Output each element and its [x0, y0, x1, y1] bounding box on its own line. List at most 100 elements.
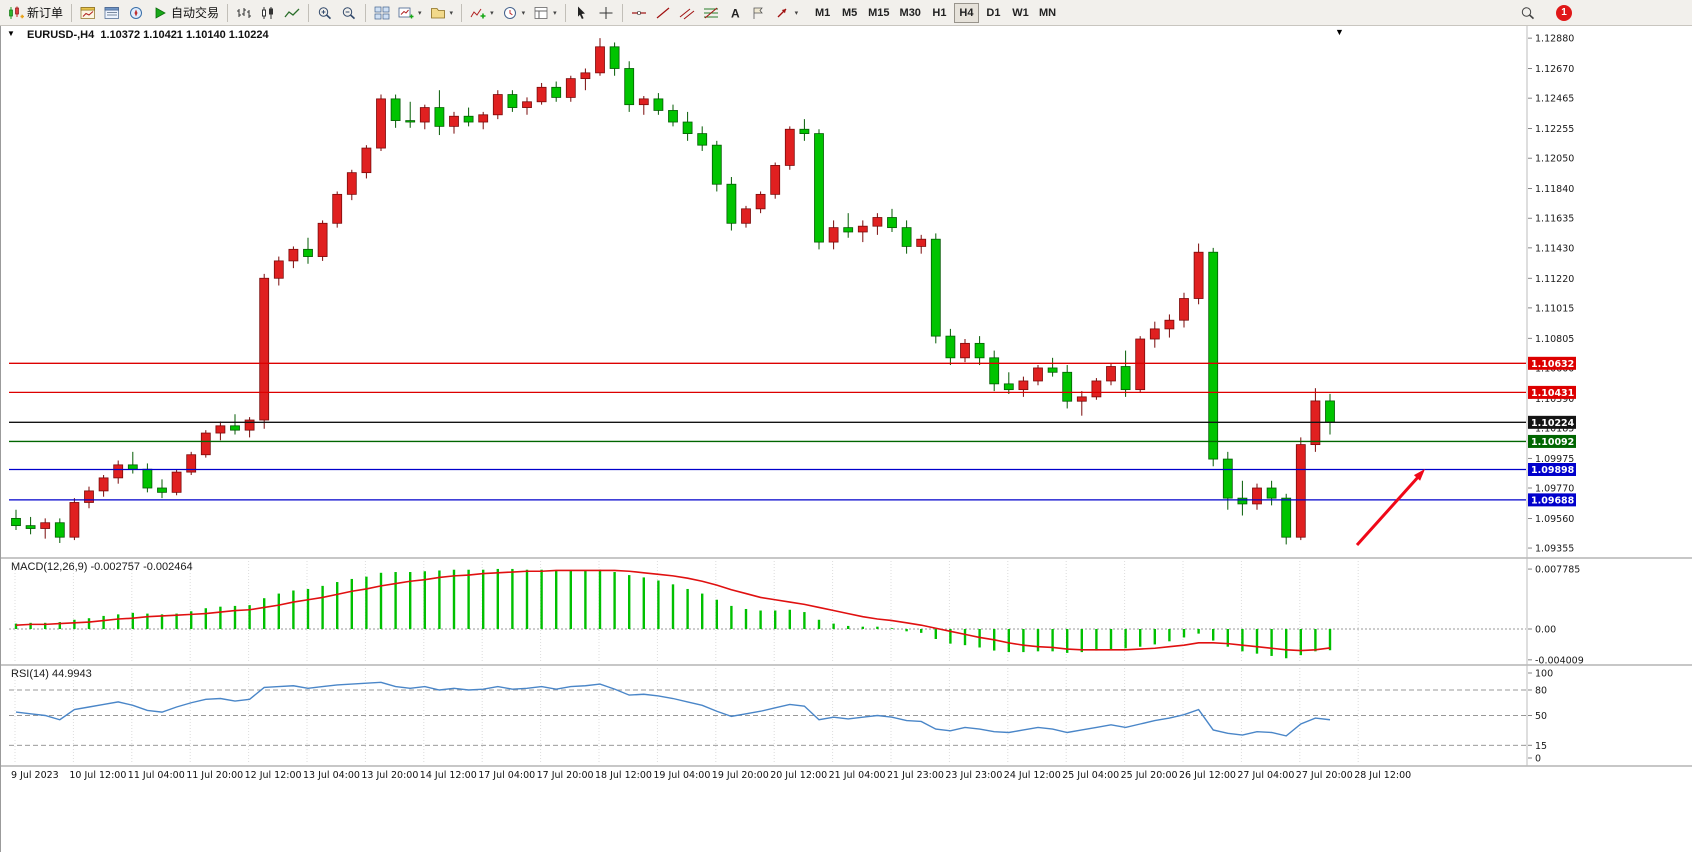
- svg-text:0.007785: 0.007785: [1535, 565, 1580, 576]
- main-toolbar: 新订单: [0, 0, 1692, 26]
- data-window-button[interactable]: [100, 2, 124, 24]
- svg-text:1.12670: 1.12670: [1535, 64, 1574, 75]
- profiles-button[interactable]: ▾: [426, 2, 458, 24]
- svg-text:0.00: 0.00: [1535, 625, 1556, 636]
- svg-text:11 Jul 20:00: 11 Jul 20:00: [186, 770, 243, 781]
- svg-text:13 Jul 04:00: 13 Jul 04:00: [303, 770, 360, 781]
- timeframe-toolbar: M1 M5 M15 M30 H1 H4 D1 W1 MN: [810, 2, 1060, 23]
- chart-scroll-marker[interactable]: ▼: [1335, 27, 1344, 37]
- svg-text:100: 100: [1535, 669, 1553, 680]
- tile-windows-button[interactable]: [370, 2, 394, 24]
- svg-text:17 Jul 20:00: 17 Jul 20:00: [537, 770, 594, 781]
- svg-text:15: 15: [1535, 741, 1547, 752]
- cursor-button[interactable]: [570, 2, 594, 24]
- horizontal-line-objects[interactable]: 1.10632 1.10431 1.10224 1.10092 1.09898 1.096…: [9, 356, 1576, 507]
- toolbar-separator: [227, 3, 229, 22]
- text-tool-button[interactable]: A: [723, 2, 747, 24]
- crosshair-icon: [599, 6, 613, 19]
- new-chart-icon: [398, 7, 414, 18]
- timeframe-h1-button[interactable]: H1: [927, 3, 952, 23]
- new-order-button[interactable]: 新订单: [4, 2, 67, 24]
- svg-text:1.11840: 1.11840: [1535, 184, 1574, 195]
- fibonacci-tool-button[interactable]: [699, 2, 723, 24]
- market-watch-button[interactable]: [76, 2, 100, 24]
- tile-windows-icon: [374, 6, 390, 19]
- arrows-tool-button[interactable]: ▾: [771, 2, 803, 24]
- timeframe-m5-button[interactable]: M5: [837, 3, 862, 23]
- crosshair-button[interactable]: [594, 2, 618, 24]
- cursor-icon: [577, 6, 585, 19]
- chart-window[interactable]: 1.12880 1.12670 1.12465 1.12255 1.12050 1.118…: [0, 26, 1692, 852]
- text-label-tool-button[interactable]: [747, 2, 771, 24]
- autotrading-button[interactable]: 自动交易: [148, 2, 223, 24]
- candlestick-type-button[interactable]: [256, 2, 280, 24]
- svg-text:1.11430: 1.11430: [1535, 243, 1574, 254]
- svg-text:21 Jul 23:00: 21 Jul 23:00: [887, 770, 944, 781]
- svg-text:1.11635: 1.11635: [1535, 214, 1574, 225]
- time-axis[interactable]: 9 Jul 2023 10 Jul 12:00 11 Jul 04:00 11 Jul…: [11, 770, 1411, 781]
- new-order-icon: [9, 6, 24, 19]
- svg-text:1.10185: 1.10185: [1535, 423, 1574, 434]
- toolbar-separator: [564, 3, 566, 22]
- svg-text:1.10431: 1.10431: [1531, 388, 1574, 399]
- timeframe-m15-button[interactable]: M15: [864, 3, 893, 23]
- zoom-out-icon: [342, 6, 356, 19]
- timeframe-d1-button[interactable]: D1: [981, 3, 1006, 23]
- toolbar-separator: [621, 3, 623, 22]
- trendline-tool-button[interactable]: [651, 2, 675, 24]
- svg-text:1.09688: 1.09688: [1531, 495, 1575, 506]
- templates-icon: [534, 6, 548, 19]
- search-icon: [1521, 6, 1535, 19]
- svg-text:1.10805: 1.10805: [1535, 334, 1574, 345]
- bar-chart-type-icon: [237, 7, 252, 18]
- indicators-button[interactable]: ▾: [466, 2, 498, 24]
- templates-button[interactable]: ▾: [529, 2, 561, 24]
- market-watch-icon: [80, 6, 95, 19]
- periods-button[interactable]: ▾: [498, 2, 530, 24]
- one-click-trading-toggle[interactable]: ▼: [7, 29, 15, 38]
- timeframe-mn-button[interactable]: MN: [1035, 3, 1060, 23]
- svg-text:1.10224: 1.10224: [1531, 418, 1575, 429]
- chevron-down-icon: ▾: [418, 9, 422, 17]
- channel-tool-button[interactable]: [675, 2, 699, 24]
- bar-chart-type-button[interactable]: [232, 2, 256, 24]
- svg-text:13 Jul 20:00: 13 Jul 20:00: [361, 770, 418, 781]
- trend-arrow-annotation[interactable]: [1355, 469, 1425, 547]
- zoom-in-button[interactable]: [313, 2, 337, 24]
- timeframe-w1-button[interactable]: W1: [1008, 3, 1033, 23]
- line-chart-type-button[interactable]: [280, 2, 304, 24]
- equidistant-channel-icon: [679, 8, 694, 19]
- horizontal-line-icon: [631, 10, 646, 15]
- svg-text:1.09898: 1.09898: [1531, 465, 1575, 476]
- svg-text:1.09355: 1.09355: [1535, 544, 1574, 555]
- svg-text:10 Jul 12:00: 10 Jul 12:00: [69, 770, 126, 781]
- navigator-button[interactable]: [124, 2, 148, 24]
- timeframe-h4-button[interactable]: H4: [953, 2, 979, 23]
- toolbar-separator: [308, 3, 310, 22]
- zoom-in-icon: [318, 6, 332, 19]
- toolbar-separator: [71, 3, 73, 22]
- autotrading-icon: [155, 6, 166, 19]
- chevron-down-icon: ▾: [449, 9, 454, 17]
- svg-text:1.11220: 1.11220: [1535, 274, 1574, 285]
- zoom-out-button[interactable]: [337, 2, 361, 24]
- timeframe-m1-button[interactable]: M1: [810, 3, 835, 23]
- timeframe-m30-button[interactable]: M30: [896, 3, 925, 23]
- candlestick-type-icon: [262, 6, 274, 19]
- new-chart-button[interactable]: ▾: [394, 2, 426, 24]
- price-axis[interactable]: 1.12880 1.12670 1.12465 1.12255 1.12050 1.118…: [1528, 34, 1574, 555]
- svg-text:1.09560: 1.09560: [1535, 514, 1574, 525]
- svg-text:1.10390: 1.10390: [1535, 394, 1574, 405]
- svg-text:1.10092: 1.10092: [1531, 437, 1574, 448]
- search-button[interactable]: [1516, 2, 1540, 24]
- svg-text:23 Jul 23:00: 23 Jul 23:00: [945, 770, 1002, 781]
- price-chart-canvas[interactable]: 1.12880 1.12670 1.12465 1.12255 1.12050 1.118…: [1, 26, 1692, 852]
- line-chart-type-icon: [284, 8, 300, 17]
- data-window-icon: [104, 6, 119, 19]
- svg-text:-0.004009: -0.004009: [1535, 655, 1584, 666]
- notification-badge[interactable]: 1: [1556, 4, 1572, 21]
- horizontal-line-tool-button[interactable]: [627, 2, 651, 24]
- rsi-panel: 100 80 50 15 0: [9, 669, 1553, 765]
- svg-text:1.12880: 1.12880: [1535, 34, 1574, 45]
